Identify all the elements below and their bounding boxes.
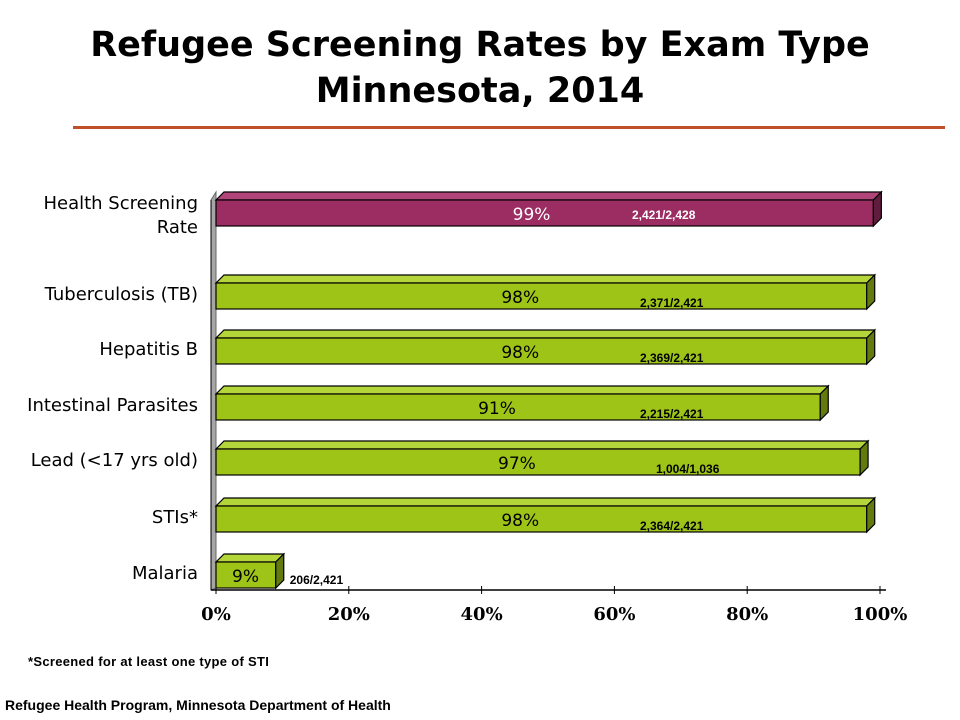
bar-top-face — [214, 274, 877, 284]
x-tick-label: 0% — [201, 604, 231, 625]
bar-side-face — [866, 328, 876, 366]
value-label: 99% — [513, 205, 551, 225]
category-label: Rate — [157, 217, 198, 238]
x-tick-label: 100% — [853, 604, 908, 625]
axis-wall — [210, 190, 217, 591]
category-label: Health Screening — [43, 193, 198, 214]
category-label: Hepatitis B — [99, 339, 198, 360]
bar-front-face — [215, 199, 874, 227]
bar-side-face — [866, 273, 876, 311]
bar-1 — [214, 190, 883, 228]
category-label: Tuberculosis (TB) — [44, 284, 198, 305]
title-divider — [73, 126, 945, 129]
bar-front-face — [215, 282, 868, 310]
bar-top-face — [214, 385, 830, 395]
bar-front-face — [215, 337, 868, 365]
bar-top-face — [214, 191, 883, 201]
value-label: 98% — [501, 288, 539, 308]
chart-title: Refugee Screening Rates by Exam Type Min… — [0, 22, 960, 114]
bar-2 — [214, 273, 877, 311]
bar-side-face — [819, 384, 829, 422]
bar-front-face — [215, 561, 277, 589]
bar-top-face — [214, 440, 870, 450]
footnote: *Screened for at least one type of STI — [28, 654, 270, 669]
title-line-1: Refugee Screening Rates by Exam Type — [90, 25, 870, 65]
bar-side-face — [866, 496, 876, 534]
x-tick-label: 80% — [726, 604, 768, 625]
bar-7 — [214, 552, 286, 590]
value-label: 97% — [498, 454, 536, 474]
bar-4 — [214, 384, 830, 422]
bar-side-face — [859, 439, 869, 477]
bar-front-face — [215, 505, 868, 533]
source-credit: Refugee Health Program, Minnesota Depart… — [5, 697, 391, 713]
value-label: 98% — [501, 343, 539, 363]
category-label: STIs* — [152, 507, 198, 528]
count-label: 2,364/2,421 — [640, 519, 704, 533]
bar-front-face — [215, 448, 861, 476]
count-label: 2,215/2,421 — [640, 407, 704, 421]
x-tick-label: 40% — [461, 604, 503, 625]
bar-5 — [214, 439, 870, 477]
count-label: 1,004/1,036 — [656, 462, 720, 476]
value-label: 91% — [478, 399, 516, 419]
bar-side-face — [275, 552, 285, 590]
x-tick-label: 20% — [328, 604, 370, 625]
value-label: 9% — [232, 567, 259, 587]
bar-top-face — [214, 329, 877, 339]
bar-6 — [214, 496, 877, 534]
count-label: 2,371/2,421 — [640, 296, 704, 310]
count-label: 2,369/2,421 — [640, 351, 704, 365]
title-line-2: Minnesota, 2014 — [315, 71, 645, 111]
category-label: Malaria — [132, 563, 198, 584]
bar-front-face — [215, 393, 821, 421]
count-label: 2,421/2,428 — [632, 208, 696, 222]
category-label: Lead (<17 yrs old) — [31, 450, 198, 471]
bar-3 — [214, 328, 877, 366]
value-label: 98% — [501, 511, 539, 531]
count-label: 206/2,421 — [290, 573, 344, 587]
bar-side-face — [872, 190, 882, 228]
bar-top-face — [214, 553, 286, 563]
category-label: Intestinal Parasites — [27, 395, 198, 416]
x-tick-label: 60% — [593, 604, 635, 625]
bar-top-face — [214, 497, 877, 507]
